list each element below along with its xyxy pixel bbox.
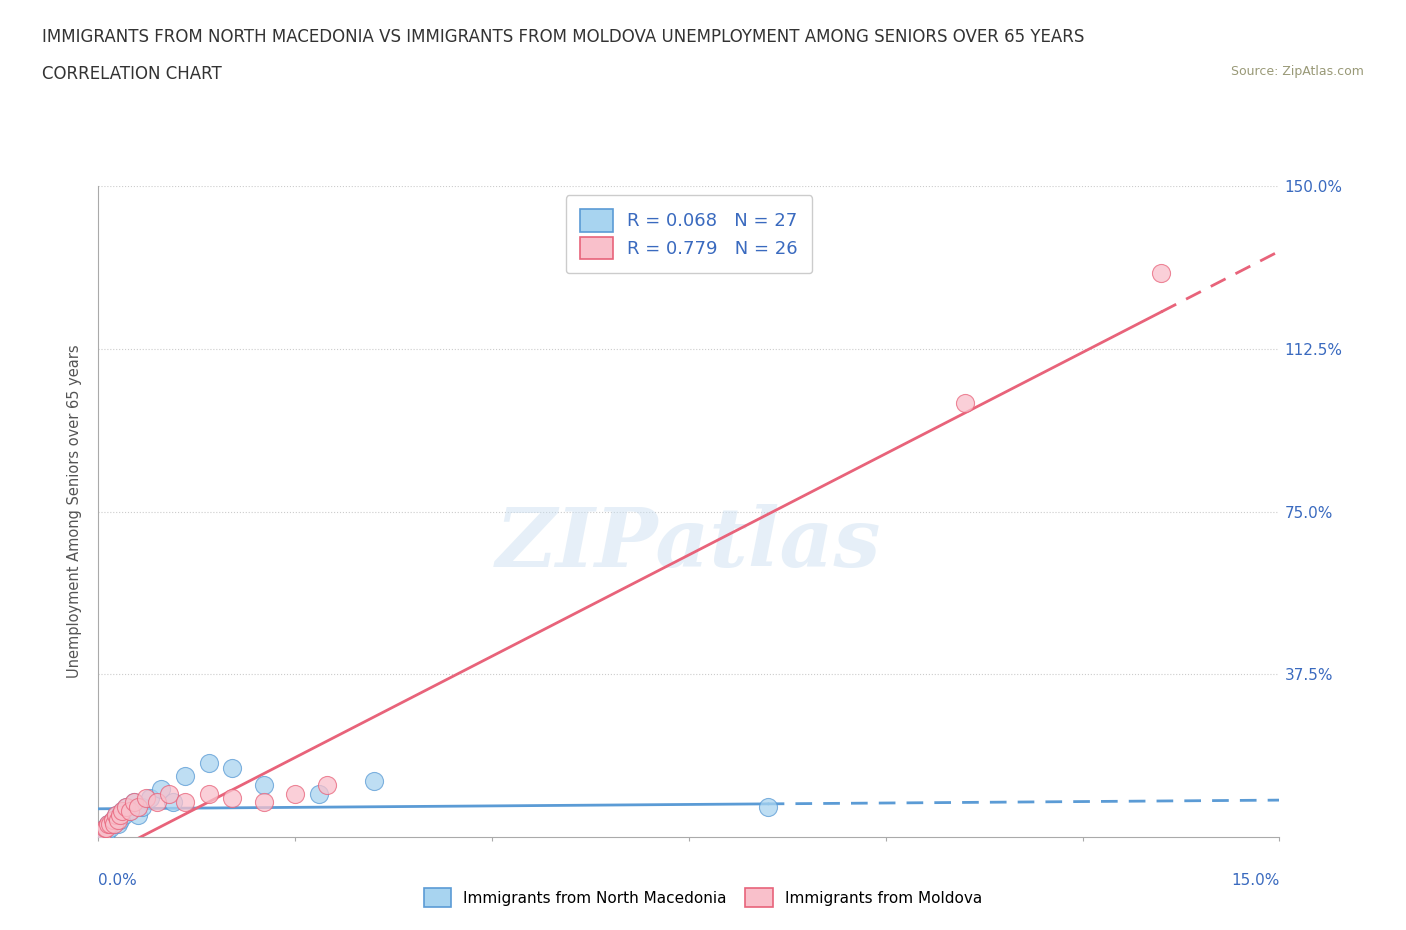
Point bbox=[101, 812, 124, 827]
Y-axis label: Unemployment Among Seniors over 65 years: Unemployment Among Seniors over 65 years bbox=[67, 345, 83, 678]
Point bbox=[103, 817, 125, 831]
Point bbox=[104, 808, 127, 823]
Point bbox=[98, 821, 121, 836]
Point bbox=[122, 795, 145, 810]
Point bbox=[221, 760, 243, 775]
Point bbox=[111, 804, 134, 818]
Point bbox=[756, 799, 779, 814]
Point bbox=[150, 782, 173, 797]
Legend: Immigrants from North Macedonia, Immigrants from Moldova: Immigrants from North Macedonia, Immigra… bbox=[418, 883, 988, 913]
Point bbox=[110, 812, 132, 827]
Point bbox=[127, 808, 149, 823]
Point bbox=[253, 777, 276, 792]
Point bbox=[118, 804, 141, 818]
Point bbox=[98, 817, 121, 831]
Point bbox=[253, 795, 276, 810]
Legend: R = 0.068   N = 27, R = 0.779   N = 26: R = 0.068 N = 27, R = 0.779 N = 26 bbox=[565, 195, 813, 273]
Point bbox=[115, 799, 138, 814]
Text: 15.0%: 15.0% bbox=[1232, 872, 1279, 888]
Point bbox=[104, 808, 127, 823]
Point bbox=[1150, 265, 1173, 280]
Point bbox=[101, 812, 124, 827]
Point bbox=[91, 825, 114, 840]
Point bbox=[97, 817, 120, 831]
Point bbox=[118, 804, 141, 818]
Text: 0.0%: 0.0% bbox=[98, 872, 138, 888]
Point bbox=[315, 777, 337, 792]
Text: IMMIGRANTS FROM NORTH MACEDONIA VS IMMIGRANTS FROM MOLDOVA UNEMPLOYMENT AMONG SE: IMMIGRANTS FROM NORTH MACEDONIA VS IMMIG… bbox=[42, 28, 1084, 46]
Text: Source: ZipAtlas.com: Source: ZipAtlas.com bbox=[1230, 65, 1364, 78]
Point bbox=[197, 756, 219, 771]
Point bbox=[157, 786, 180, 801]
Point bbox=[162, 795, 184, 810]
Point bbox=[93, 821, 115, 836]
Text: ZIPatlas: ZIPatlas bbox=[496, 504, 882, 584]
Point bbox=[107, 812, 129, 827]
Point bbox=[103, 817, 125, 831]
Text: CORRELATION CHART: CORRELATION CHART bbox=[42, 65, 222, 83]
Point bbox=[110, 808, 132, 823]
Point bbox=[146, 795, 169, 810]
Point bbox=[135, 790, 157, 805]
Point bbox=[197, 786, 219, 801]
Point bbox=[93, 821, 115, 836]
Point bbox=[131, 799, 153, 814]
Point bbox=[122, 795, 145, 810]
Point bbox=[115, 799, 138, 814]
Point bbox=[174, 795, 197, 810]
Point bbox=[174, 769, 197, 784]
Point bbox=[91, 825, 114, 840]
Point bbox=[138, 790, 160, 805]
Point bbox=[363, 773, 385, 788]
Point bbox=[111, 804, 134, 818]
Point bbox=[308, 786, 330, 801]
Point bbox=[96, 821, 118, 836]
Point bbox=[127, 799, 149, 814]
Point bbox=[953, 395, 976, 410]
Point bbox=[107, 817, 129, 831]
Point bbox=[221, 790, 243, 805]
Point bbox=[96, 825, 118, 840]
Point bbox=[112, 808, 135, 823]
Point bbox=[97, 817, 120, 831]
Point bbox=[284, 786, 307, 801]
